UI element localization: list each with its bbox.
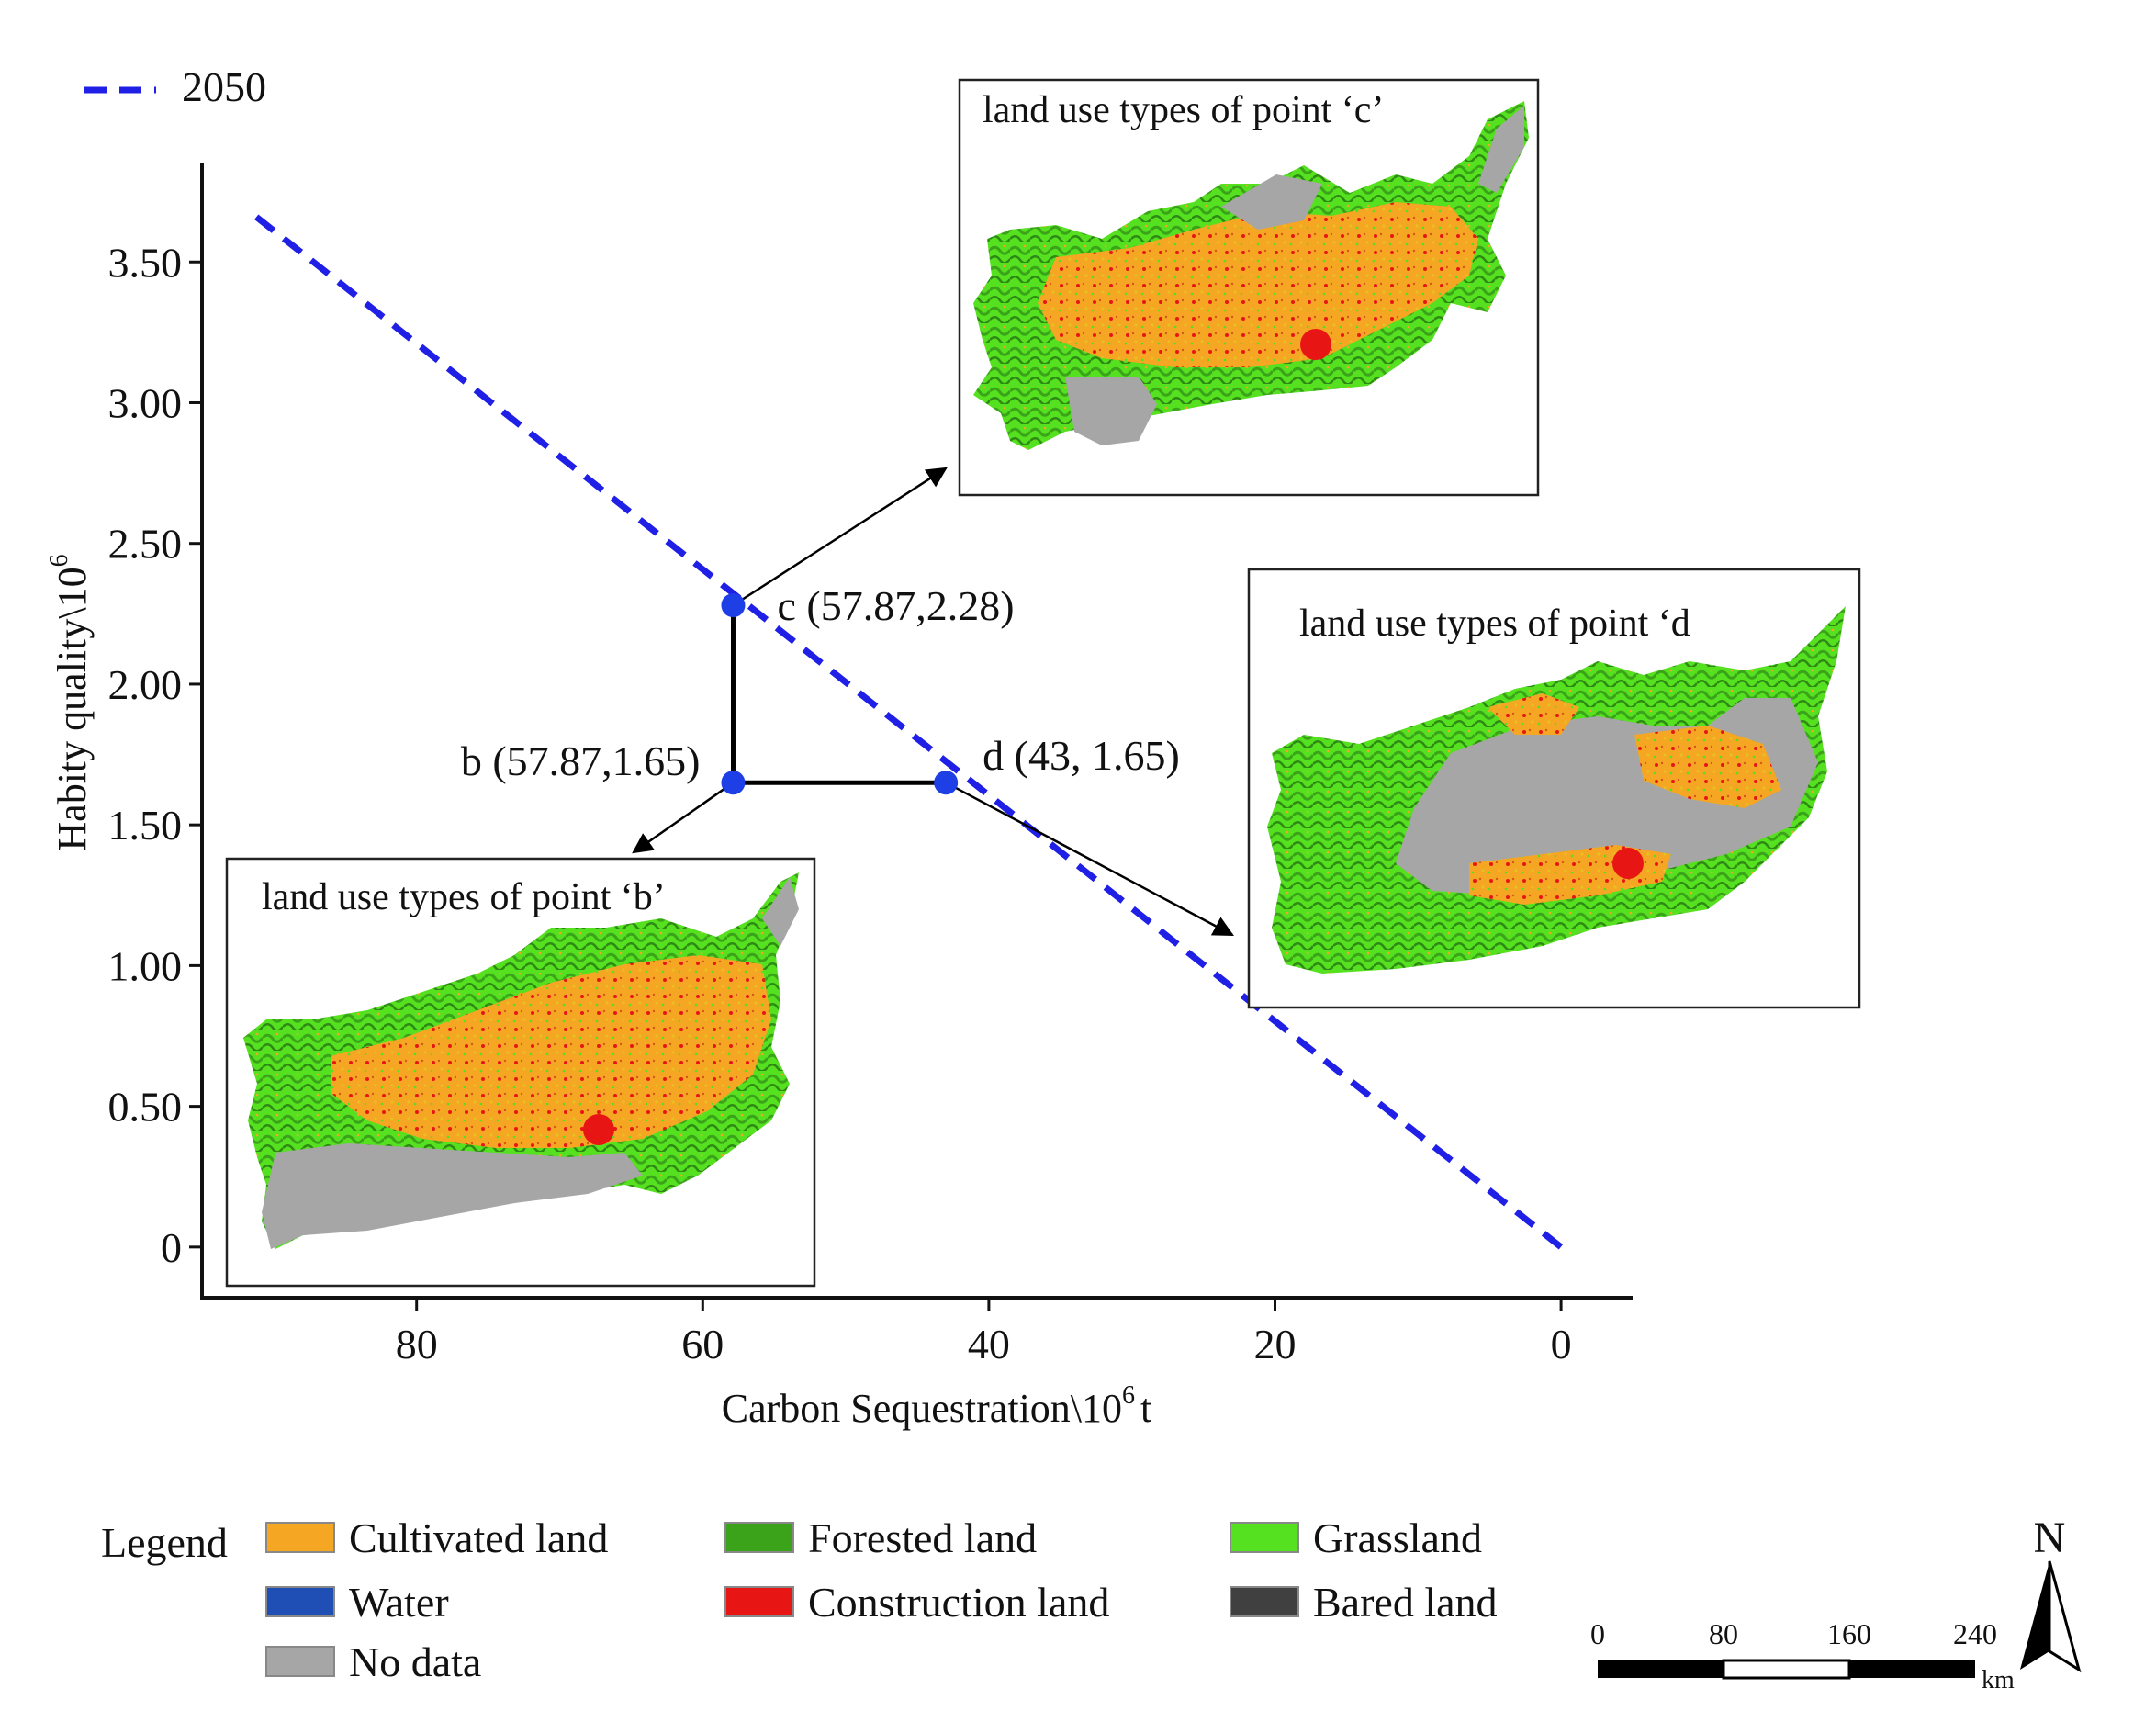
x-axis-label-sup: 6 — [1122, 1381, 1135, 1410]
arrow-to-inset-b — [632, 782, 735, 854]
point-label-b: b (57.87,1.65) — [461, 737, 701, 784]
map-legend-title: Legend — [101, 1519, 228, 1566]
inset-c-map — [973, 101, 1529, 450]
map-legend-swatch — [724, 1522, 794, 1553]
inset-b-nodata-south — [262, 1143, 643, 1249]
y-ticks: 0 0.50 1.00 1.50 2.00 2.50 3.00 3.50 — [108, 239, 202, 1271]
y-tick-label: 0.50 — [108, 1084, 183, 1131]
inset-b-title: land use types of point ‘b’ — [262, 876, 666, 918]
point-c — [721, 593, 746, 618]
map-legend-label: No data — [349, 1638, 481, 1685]
inset-c-nodata-south — [1065, 377, 1157, 445]
x-tick-label: 80 — [396, 1321, 438, 1367]
inset-c-nodata-north — [1221, 174, 1322, 230]
scale-bar-seg-1 — [1598, 1660, 1724, 1678]
scale-bar-seg-2 — [1722, 1659, 1851, 1680]
inset-c-nodata-ne — [1478, 106, 1524, 193]
inset-b-nodata-ne — [762, 877, 799, 946]
map-legend-label: Cultivated land — [349, 1514, 608, 1561]
x-tick-label: 0 — [1551, 1321, 1572, 1367]
y-tick-label: 3.50 — [108, 239, 183, 286]
scale-bar-tick-label: 0 — [1590, 1617, 1605, 1650]
map-legend-swatch — [1230, 1522, 1299, 1553]
scale-bar-tick-label: 80 — [1709, 1617, 1738, 1650]
axes: 00.501.001.502.002.503.003.50 80 60 40 20 0 … — [45, 163, 1633, 1431]
scale-bar-tick-label: 160 — [1827, 1617, 1871, 1650]
map-legend-swatch — [265, 1646, 335, 1677]
point-label-c: c (57.87,2.28) — [777, 582, 1014, 629]
y-axis-label-sup: 6 — [45, 554, 73, 567]
inset-d-title: land use types of point ‘d — [1299, 602, 1690, 645]
north-arrow-right-half — [2048, 1560, 2082, 1673]
inset-b-cultivated — [331, 955, 771, 1148]
plot-layer: b (57.87,1.65) c (57.87,2.28) d (43, 1.65) — [254, 214, 1564, 1250]
north-arrow: N — [2020, 1514, 2082, 1673]
map-legend-label: Bared land — [1313, 1579, 1498, 1626]
x-axis-label: Carbon Sequestration\106 t — [722, 1381, 1152, 1431]
y-axis-label-main: Habity quality\10 — [50, 567, 95, 850]
x-tick-label: 40 — [968, 1321, 1010, 1367]
x-tick-label: 20 — [1254, 1321, 1297, 1367]
point-d — [934, 771, 959, 795]
x-axis-label-suffix: t — [1140, 1386, 1151, 1431]
x-tick-label: 60 — [681, 1321, 724, 1367]
inset-b: land use types of point ‘b’ — [225, 857, 816, 1288]
y-axis-label: Habity quality\106 — [45, 554, 95, 850]
map-legend-label: Forested land — [808, 1514, 1037, 1561]
inset-c-city — [1300, 329, 1331, 360]
map-legend-swatch — [265, 1586, 335, 1617]
map-legend: Legend Cultivated land Forested land Grass… — [101, 1514, 1498, 1685]
scale-bar-unit: km — [1982, 1666, 2015, 1694]
scale-bar: 0 80 160 240 km — [1590, 1617, 2015, 1694]
inset-c: land use types of point ‘c’ — [958, 78, 1540, 497]
inset-b-city — [583, 1114, 614, 1145]
inset-c-title: land use types of point ‘c’ — [983, 89, 1384, 131]
x-ticks: 80 60 40 20 0 — [396, 1298, 1572, 1367]
x-axis-label-main: Carbon Sequestration\10 — [722, 1386, 1122, 1431]
map-legend-swatch — [265, 1522, 335, 1553]
map-legend-label: Construction land — [808, 1579, 1109, 1626]
arrow-to-inset-d — [945, 782, 1234, 937]
y-tick-label: 2.00 — [108, 661, 183, 708]
point-b — [721, 771, 746, 795]
map-legend-swatch — [1230, 1586, 1299, 1617]
inset-c-cultivated — [1038, 202, 1478, 367]
y-tick-label: 3.00 — [108, 379, 183, 426]
north-arrow-left-half — [2020, 1561, 2049, 1670]
arrow-to-inset-c — [732, 467, 948, 607]
scale-bar-seg-3 — [1849, 1660, 1975, 1678]
map-legend-label: Water — [349, 1579, 449, 1626]
series-legend: 2050 — [84, 63, 266, 110]
y-tick-label: 1.00 — [108, 942, 183, 989]
inset-d-city — [1612, 848, 1644, 879]
scale-bar-tick-label: 240 — [1953, 1617, 1997, 1650]
inset-b-map — [243, 872, 799, 1249]
legend-2050-label: 2050 — [182, 63, 266, 110]
point-label-d: d (43, 1.65) — [983, 732, 1180, 779]
inset-d: land use types of point ‘d — [1247, 568, 1861, 1009]
y-tick-label: 2.50 — [108, 521, 183, 568]
north-arrow-label: N — [2034, 1514, 2066, 1562]
y-tick-label: 1.50 — [108, 802, 183, 849]
map-legend-swatch — [724, 1586, 794, 1617]
map-legend-label: Grassland — [1313, 1514, 1482, 1561]
inset-d-cultivated-north — [1488, 693, 1579, 735]
y-tick-label: 0 — [161, 1224, 182, 1271]
inset-d-map — [1267, 606, 1846, 974]
inset-d-cultivated-east — [1634, 726, 1781, 808]
